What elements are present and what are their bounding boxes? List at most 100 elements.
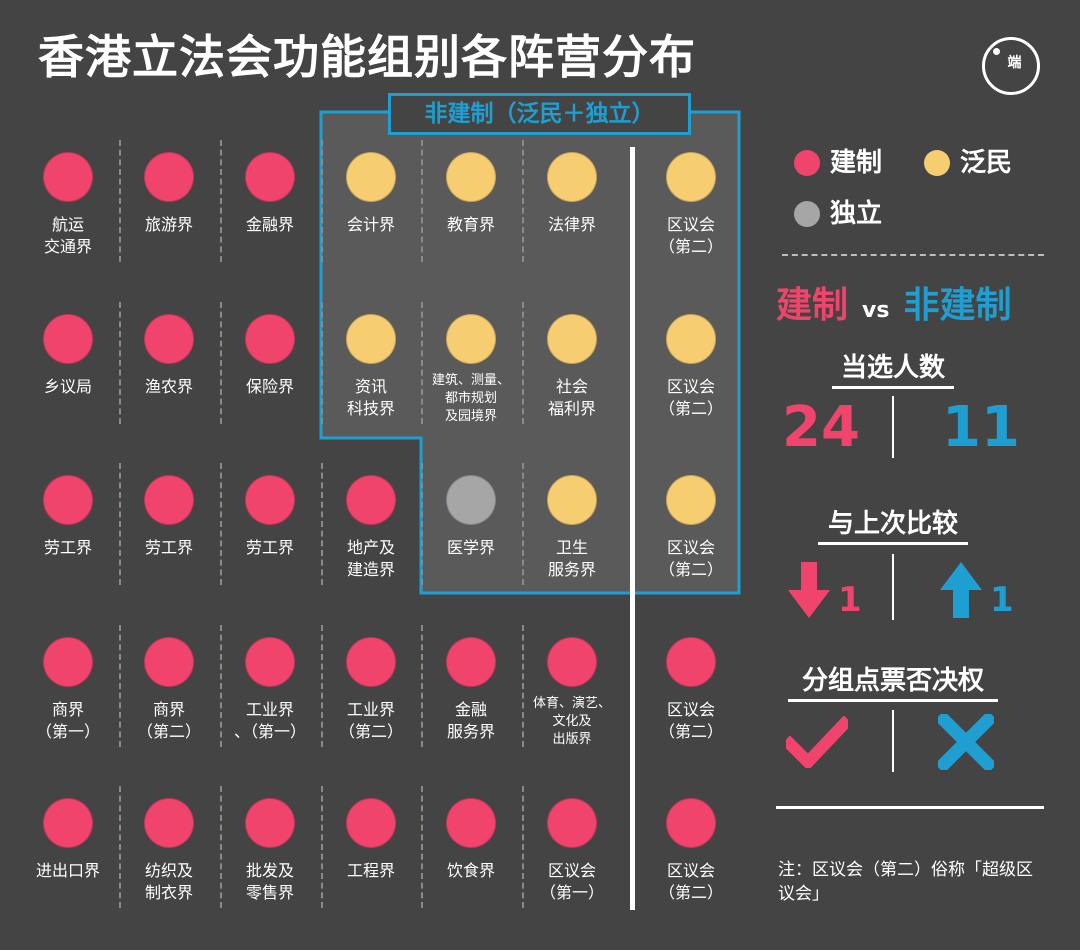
seat-marker xyxy=(547,475,597,525)
column-divider xyxy=(321,302,323,424)
seat-label: 区议会 （第二） xyxy=(658,700,723,741)
column-divider xyxy=(522,140,524,262)
legend-label-pro: 建制 xyxy=(830,148,883,178)
legend-label-pan: 泛民 xyxy=(960,148,1013,178)
vs-mid: vs xyxy=(862,298,890,323)
column-divider xyxy=(321,786,323,908)
compare-non: 1 xyxy=(990,580,1014,620)
seat-label: 工业界 、（第一） xyxy=(233,700,306,741)
elected-title: 当选人数 xyxy=(832,352,954,389)
seat-marker xyxy=(666,637,716,687)
column-divider xyxy=(119,140,121,262)
logo: 端 xyxy=(982,37,1040,95)
seat-marker xyxy=(666,798,716,848)
seat-label: 教育界 xyxy=(446,215,495,234)
seat-marker xyxy=(144,152,194,202)
seat-marker xyxy=(43,637,93,687)
seat-marker xyxy=(446,637,496,687)
column-divider xyxy=(522,463,524,585)
column-divider xyxy=(220,140,222,262)
seat-marker xyxy=(144,314,194,364)
seat-label: 保险界 xyxy=(245,377,294,396)
elected-pro: 24 xyxy=(782,395,860,460)
seat-marker xyxy=(346,637,396,687)
seat-marker xyxy=(346,314,396,364)
seat-label: 区议会 （第一） xyxy=(539,861,604,902)
district-council-divider xyxy=(630,147,635,910)
seat-label: 医学界 xyxy=(446,538,495,557)
column-divider xyxy=(220,463,222,585)
column-divider xyxy=(421,463,423,585)
column-divider xyxy=(321,140,323,262)
seat-marker xyxy=(666,475,716,525)
seat-label: 金融界 xyxy=(245,215,294,234)
seat-marker xyxy=(43,314,93,364)
seat-label: 工程界 xyxy=(346,861,395,880)
seat-label: 劳工界 xyxy=(245,538,294,557)
compare-divider xyxy=(892,554,894,620)
seat-marker xyxy=(144,637,194,687)
logo-dot-icon xyxy=(993,48,1000,55)
check-icon xyxy=(786,716,848,768)
page-title: 香港立法会功能组别各阵营分布 xyxy=(38,30,696,84)
column-divider xyxy=(220,786,222,908)
seat-label: 法律界 xyxy=(547,215,596,234)
seat-marker xyxy=(446,475,496,525)
column-divider xyxy=(522,302,524,424)
vs-heading: 建制 vs 非建制 xyxy=(776,284,1011,333)
arrow-down-icon xyxy=(788,562,830,618)
seat-marker xyxy=(346,475,396,525)
seat-marker xyxy=(547,798,597,848)
column-divider xyxy=(321,625,323,747)
column-divider xyxy=(220,625,222,747)
seat-label: 卫生 服务界 xyxy=(547,538,596,579)
footnote: 注：区议会（第二）俗称「超级区议会」 xyxy=(778,860,1033,904)
elected-divider xyxy=(892,396,894,458)
elected-non: 11 xyxy=(942,395,1020,460)
column-divider xyxy=(119,625,121,747)
legend-label-independent: 独立 xyxy=(830,199,883,229)
seat-marker xyxy=(43,475,93,525)
seat-marker xyxy=(547,637,597,687)
column-divider xyxy=(522,625,524,747)
seat-label: 建筑、测量、 都市规划 及园境界 xyxy=(431,373,510,424)
seat-label: 劳工界 xyxy=(43,538,92,557)
seat-label: 区议会 （第二） xyxy=(658,377,723,418)
arrow-up-icon xyxy=(940,562,982,618)
seat-label: 乡议局 xyxy=(43,377,92,396)
column-divider xyxy=(421,302,423,424)
seat-marker xyxy=(446,152,496,202)
seat-label: 航运 交通界 xyxy=(43,215,92,256)
seat-marker xyxy=(346,152,396,202)
compare-pro: 1 xyxy=(838,580,862,620)
column-divider xyxy=(421,625,423,747)
seat-marker xyxy=(547,314,597,364)
seat-marker xyxy=(245,314,295,364)
seat-label: 饮食界 xyxy=(446,861,495,880)
seat-label: 商界 （第二） xyxy=(136,700,201,741)
note-separator xyxy=(776,806,1044,809)
seat-marker xyxy=(245,475,295,525)
seat-label: 会计界 xyxy=(346,215,395,234)
seat-marker xyxy=(245,798,295,848)
legend-dot-pan xyxy=(924,150,950,176)
seat-marker xyxy=(245,637,295,687)
non-establishment-label: 非建制（泛民＋独立） xyxy=(388,93,691,135)
column-divider xyxy=(421,786,423,908)
veto-title: 分组点票否决权 xyxy=(788,665,998,702)
seat-marker xyxy=(245,152,295,202)
compare-title: 与上次比较 xyxy=(818,508,968,545)
seat-label: 区议会 （第二） xyxy=(658,538,723,579)
column-divider xyxy=(321,463,323,585)
seat-label: 纺织及 制衣界 xyxy=(144,861,193,902)
seat-label: 金融 服务界 xyxy=(446,700,495,741)
veto-divider xyxy=(892,710,894,772)
column-divider xyxy=(421,140,423,262)
column-divider xyxy=(220,302,222,424)
seat-marker xyxy=(43,152,93,202)
seat-marker xyxy=(43,798,93,848)
column-divider xyxy=(119,302,121,424)
logo-text: 端 xyxy=(1007,55,1023,71)
vs-left: 建制 xyxy=(776,285,849,326)
seat-label: 进出口界 xyxy=(35,861,100,880)
